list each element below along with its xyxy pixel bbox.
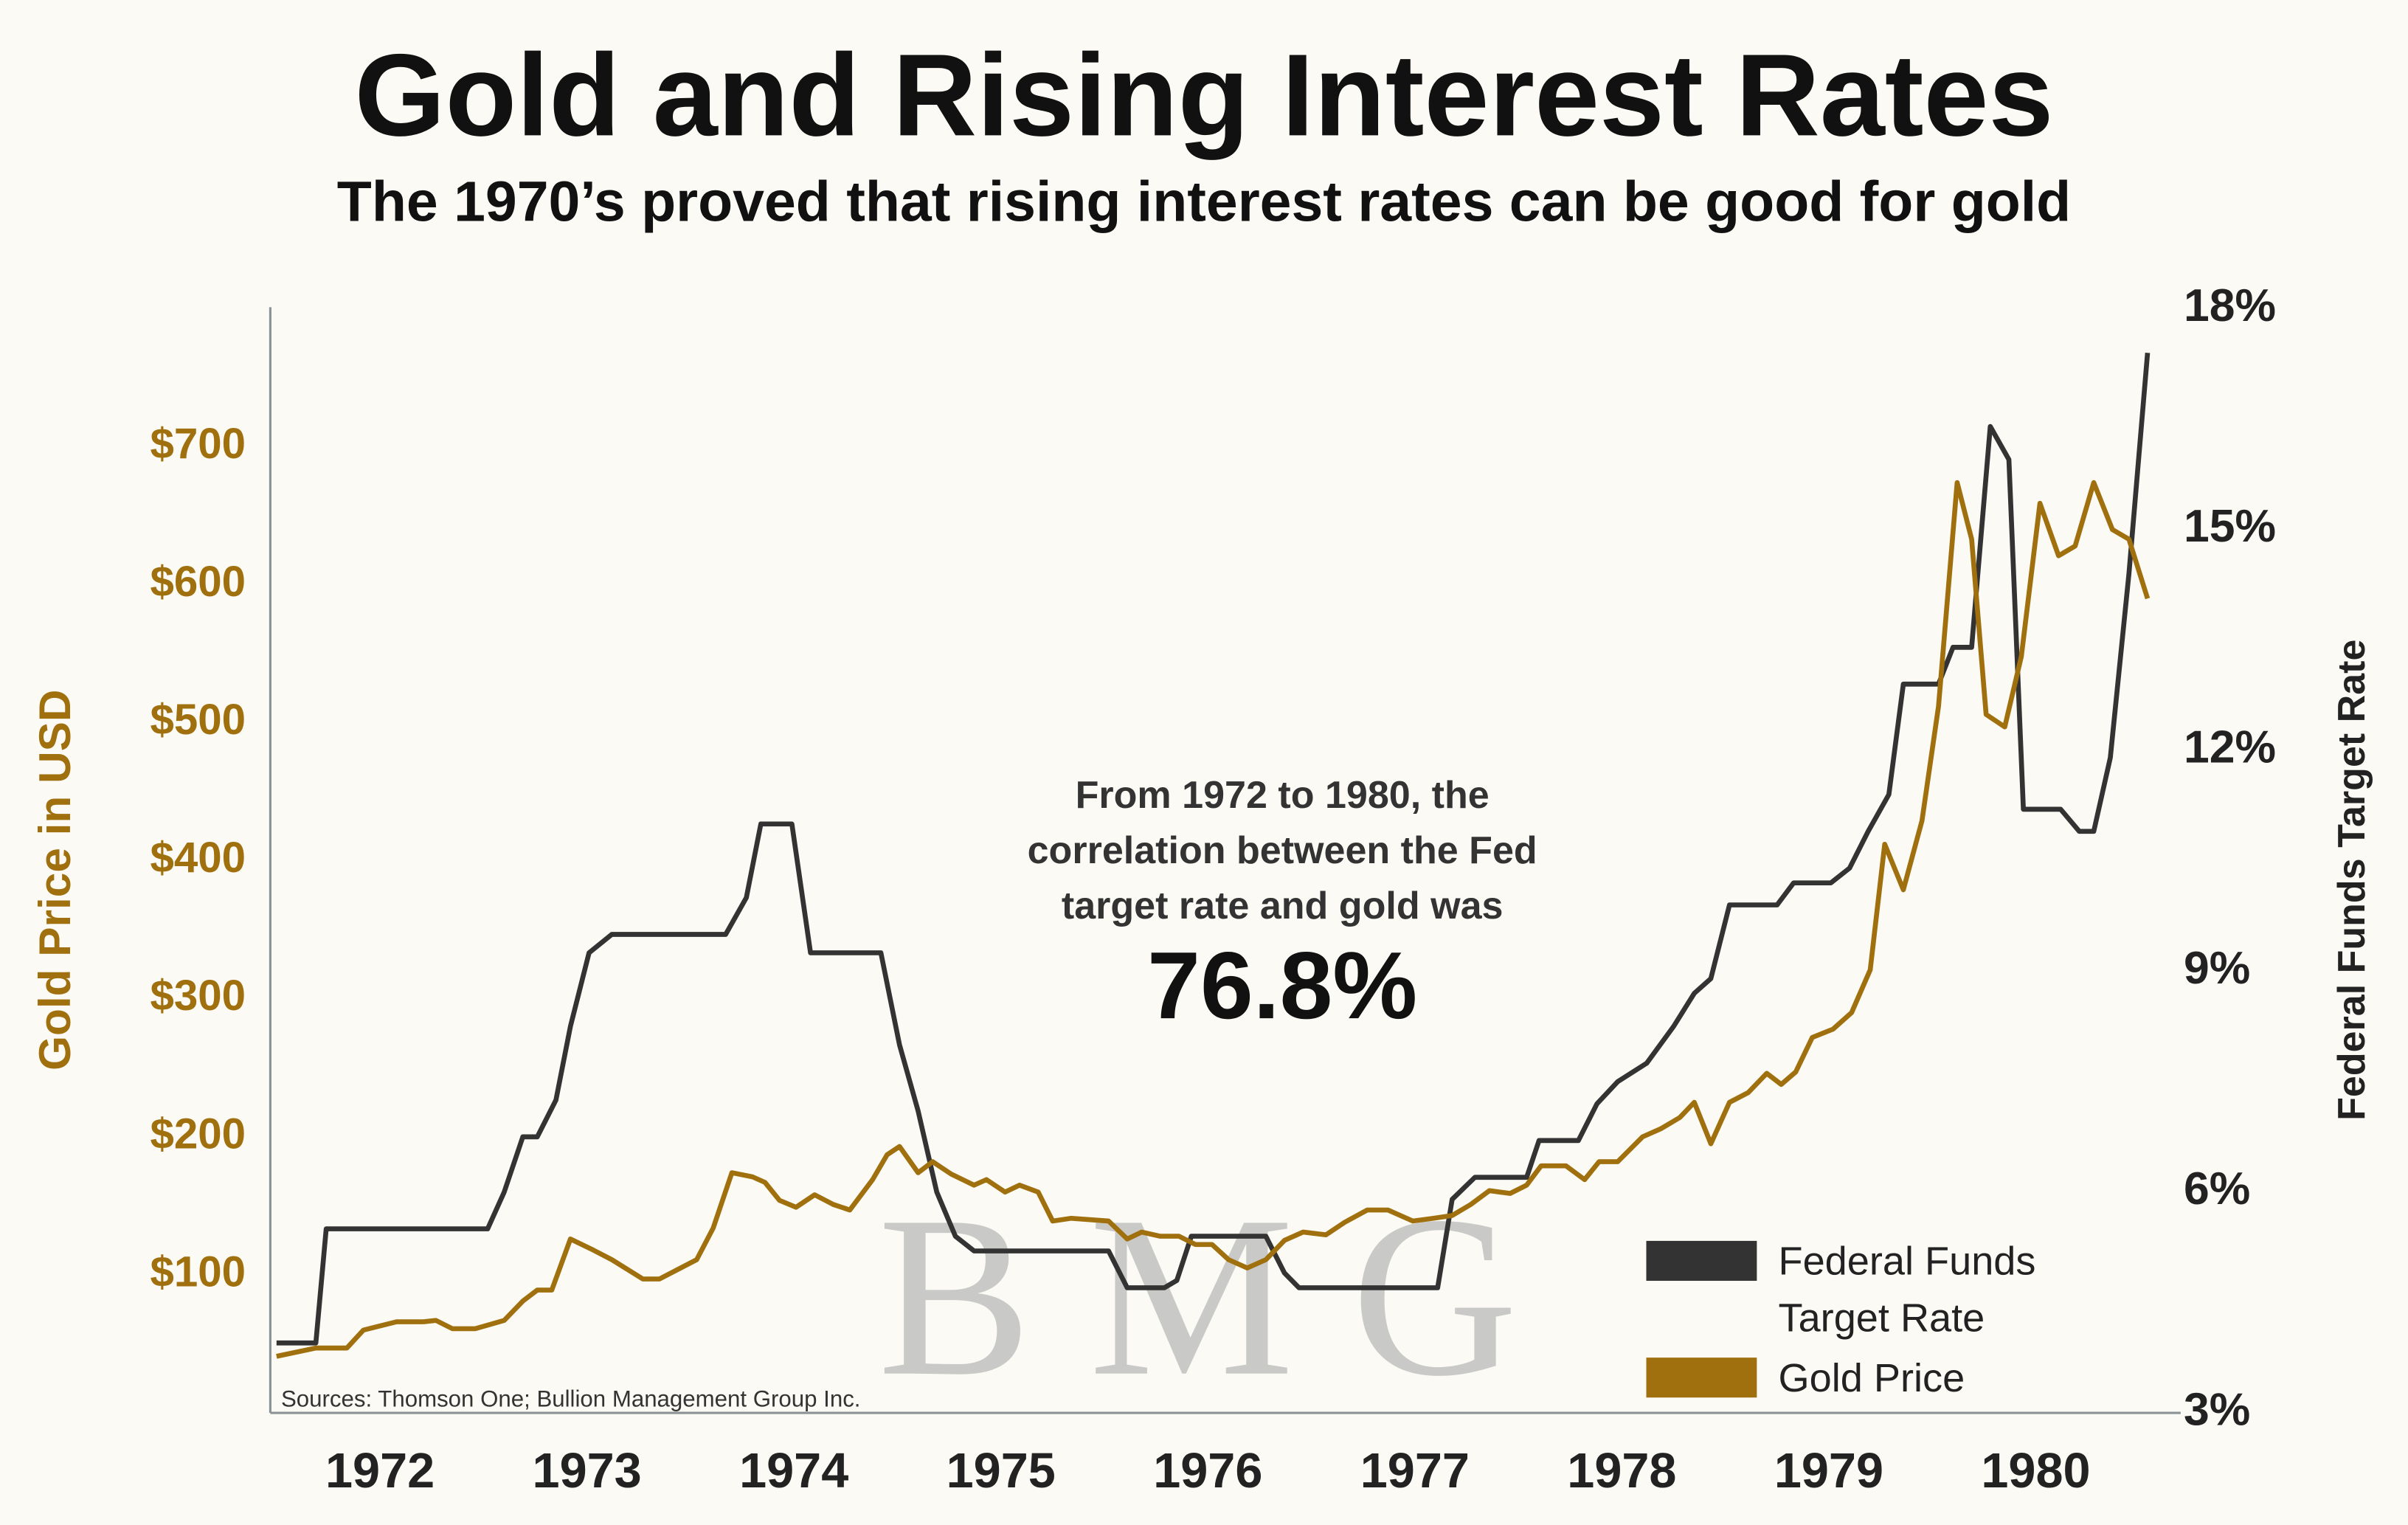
y2-tick-label: 6% bbox=[2184, 1163, 2250, 1214]
y2-tick-label: 18% bbox=[2184, 280, 2276, 331]
chart-subtitle: The 1970’s proved that rising interest r… bbox=[337, 170, 2071, 233]
legend-swatch bbox=[1646, 1240, 1757, 1282]
x-tick-label: 1976 bbox=[1153, 1444, 1262, 1498]
y2-tick-label: 15% bbox=[2184, 500, 2276, 552]
y-tick-label: $500 bbox=[150, 696, 246, 744]
y2-axis-title: Federal Funds Target Rate bbox=[2331, 640, 2373, 1121]
annotation-box: From 1972 to 1980, the correlation betwe… bbox=[921, 768, 1643, 1042]
x-tick-label: 1979 bbox=[1774, 1444, 1883, 1498]
y-tick-label: $400 bbox=[150, 834, 246, 882]
y-tick-label: $200 bbox=[150, 1110, 246, 1158]
x-tick-label: 1973 bbox=[533, 1444, 642, 1498]
legend: Federal Funds Target Rate Gold Price (USD… bbox=[1646, 1234, 2168, 1417]
y2-tick-label: 12% bbox=[2184, 722, 2276, 773]
legend-label: Federal Funds Target Rate bbox=[1778, 1237, 2036, 1341]
x-tick-label: 1980 bbox=[1981, 1444, 2090, 1498]
watermark: B M G bbox=[878, 1169, 1518, 1424]
x-tick-label: 1978 bbox=[1567, 1444, 1676, 1498]
legend-item: Gold Price (USD) bbox=[1646, 1350, 2168, 1417]
y-tick-label: $700 bbox=[150, 420, 246, 468]
source-note: Sources: Thomson One; Bullion Management… bbox=[281, 1386, 861, 1412]
y2-tick-label: 3% bbox=[2184, 1384, 2250, 1436]
legend-label: Gold Price (USD) bbox=[1778, 1354, 1965, 1417]
y-axis-title: Gold Price in USD bbox=[30, 689, 80, 1071]
chart-title: Gold and Rising Interest Rates bbox=[355, 30, 2054, 160]
y-tick-label: $100 bbox=[150, 1248, 246, 1296]
annotation-value: 76.8% bbox=[1147, 933, 1418, 1040]
legend-item: Federal Funds Target Rate bbox=[1646, 1234, 2168, 1347]
annotation: From 1972 to 1980, the correlation betwe… bbox=[1027, 774, 1537, 928]
legend-swatch bbox=[1646, 1358, 1757, 1398]
data-line bbox=[276, 480, 2151, 1359]
y2-tick-label: 9% bbox=[2184, 942, 2250, 994]
x-tick-label: 1974 bbox=[739, 1444, 848, 1498]
x-tick-label: 1972 bbox=[325, 1444, 435, 1498]
y-tick-label: $300 bbox=[150, 972, 246, 1020]
y-tick-label: $600 bbox=[150, 558, 246, 606]
x-tick-label: 1977 bbox=[1360, 1444, 1470, 1498]
data-line bbox=[276, 352, 2151, 1346]
annotation-wrap: From 1972 to 1980, the correlation betwe… bbox=[921, 768, 1643, 1042]
x-tick-label: 1975 bbox=[947, 1444, 1056, 1498]
legend-wrap: Federal Funds Target Rate Gold Price (USD… bbox=[1646, 1234, 2168, 1417]
